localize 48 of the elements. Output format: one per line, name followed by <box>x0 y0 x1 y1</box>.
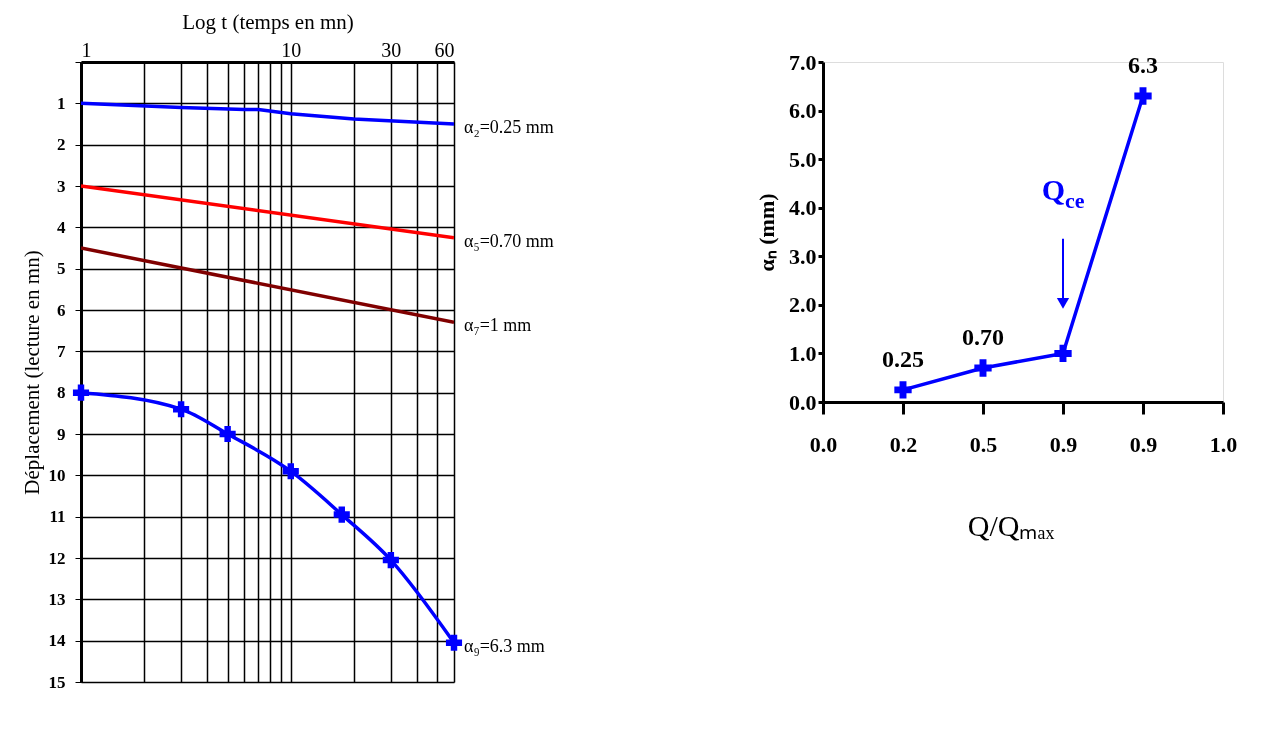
y-tick-label: 4 <box>57 217 66 237</box>
y-tick-label: 4.0 <box>789 195 817 221</box>
series-label: α₅=0.70 mm <box>464 230 554 251</box>
y-tick-label: 9 <box>57 424 66 444</box>
x-tick-label: 60 <box>434 38 455 61</box>
y-tick-label: 7 <box>57 341 66 361</box>
y-axis-title: Déplacement (lecture en mn) <box>19 250 44 495</box>
x-axis-title: Q/Qₘₐₓ <box>967 509 1055 542</box>
data-label: 6.3 <box>1128 52 1158 78</box>
y-tick-label: 6 <box>57 300 66 320</box>
series-label: α₇=1 mm <box>464 315 532 336</box>
data-label: 0.70 <box>962 324 1004 350</box>
point <box>1134 87 1152 105</box>
x-tick-label: 0.0 <box>809 431 838 457</box>
x-axis-title: Log t (temps en mn) <box>182 9 354 34</box>
x-tick-label: 1 <box>81 38 92 61</box>
x-tick-label: 0.2 <box>889 431 918 457</box>
y-tick-label: 13 <box>48 589 66 609</box>
x-tick-label: 30 <box>381 38 402 61</box>
point <box>894 381 912 399</box>
y-tick-label: 0.0 <box>789 389 817 415</box>
x-tick-label: 0.9 <box>1129 431 1158 457</box>
data-label: 0.25 <box>882 345 924 372</box>
series-label: α₉=6.3 mm <box>464 635 545 656</box>
y-tick-label: 3.0 <box>789 243 817 269</box>
point <box>1054 344 1072 363</box>
y-tick-label: 3 <box>57 176 66 196</box>
y-tick-label: 2 <box>57 135 66 155</box>
y-tick-label: 15 <box>48 672 66 692</box>
x-tick-label: 10 <box>281 38 302 61</box>
y-tick-label: 14 <box>48 631 66 651</box>
y-tick-label: 1.0 <box>789 340 817 366</box>
point <box>974 359 992 377</box>
y-axis-title: αₙ (mm) <box>754 193 779 272</box>
x-tick-label: 0.5 <box>969 431 998 457</box>
y-tick-label: 12 <box>48 548 66 568</box>
y-tick-label: 6.0 <box>789 98 817 124</box>
y-tick-label: 8 <box>57 383 66 403</box>
y-tick-label: 5.0 <box>789 146 817 172</box>
y-tick-label: 1 <box>57 93 66 113</box>
y-tick-label: 11 <box>49 507 66 527</box>
x-tick-label: 0.9 <box>1049 431 1078 457</box>
y-tick-label: 10 <box>48 465 66 485</box>
y-tick-label: 7.0 <box>789 49 817 75</box>
y-tick-label: 2.0 <box>789 292 817 318</box>
series-label: α₂=0.25 mm <box>464 117 554 137</box>
x-tick-label: 1.0 <box>1209 431 1238 457</box>
y-tick-label: 5 <box>57 259 66 279</box>
